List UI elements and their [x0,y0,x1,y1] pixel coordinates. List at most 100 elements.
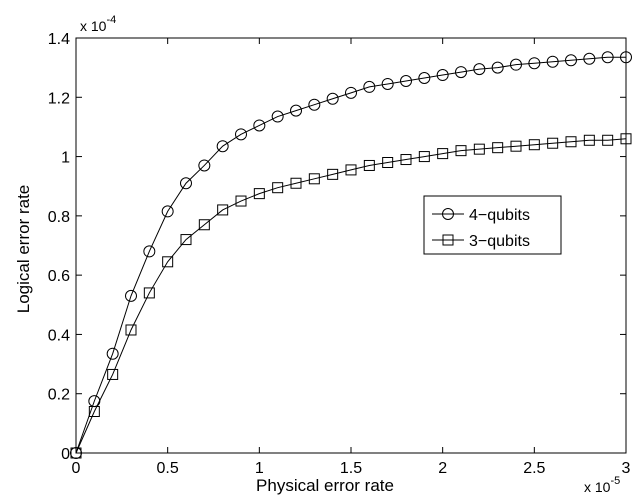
series-line [75,56,626,454]
data-point [510,58,522,71]
y-axis-exponent: x 10-4 [80,14,116,34]
data-point [290,104,302,117]
data-point [455,66,467,79]
data-point [216,140,229,153]
x-axis-exponent-base: x 10 [584,479,611,495]
data-point [180,234,192,246]
data-point [345,164,357,176]
data-point [162,256,174,268]
x-axis-label: Physical error rate [256,476,394,495]
data-point [143,245,156,258]
data-point [583,134,595,146]
data-point [546,55,559,68]
y-tick-label: 0.2 [48,387,70,404]
data-point [437,148,449,160]
data-point [363,159,375,171]
data-point [381,77,394,90]
data-point [107,368,119,380]
x-tick-label: 3 [622,460,631,477]
series-2 [70,133,632,459]
data-point [253,188,265,200]
legend: 4−qubits 3−qubits [423,195,562,255]
y-axis-label: Logical error rate [14,185,33,314]
data-point [473,143,485,155]
data-point [565,54,577,67]
data-point [180,177,192,190]
data-point [217,204,229,216]
data-point [70,447,82,459]
legend-label: 3−qubits [469,233,530,250]
x-axis-ticks: 0 0.5 1 1.5 2 2.5 3 [72,38,631,477]
legend-label: 4−qubits [469,207,530,224]
data-point [125,324,137,336]
data-point [161,205,174,218]
series-1 [70,51,632,459]
data-point [106,347,119,360]
x-tick-label: 1 [255,460,264,477]
data-point [510,140,522,152]
series-line [75,138,627,454]
data-point [326,92,339,105]
data-point [235,128,247,141]
y-tick-label: 1.4 [48,31,70,48]
data-point [198,159,211,172]
x-axis-exponent: x 10-5 [584,475,620,495]
data-point [620,133,632,145]
data-point [400,154,412,166]
data-point [271,110,284,123]
data-point [547,137,559,149]
data-point [418,72,431,85]
data-point [473,63,486,76]
legend-box [423,195,562,255]
x-tick-label: 0.5 [157,460,179,477]
data-point [583,52,596,65]
data-point [620,51,632,64]
x-tick-label: 1.5 [340,460,362,477]
data-point [528,139,540,151]
data-point [492,142,504,154]
y-axis-exponent-base: x 10 [80,18,107,34]
legend-marker [442,234,454,246]
data-point [308,98,321,111]
y-tick-label: 0.4 [48,327,70,344]
x-tick-label: 0 [72,460,81,477]
data-point [125,289,137,302]
legend-entry: 4−qubits [432,207,530,224]
y-tick-label: 0 [61,446,70,463]
x-tick-label: 2.5 [523,460,545,477]
data-point [491,61,504,74]
data-point [272,182,284,194]
data-point [235,195,247,207]
x-axis-exponent-power: -5 [610,475,620,487]
y-tick-label: 1.2 [48,90,70,107]
data-point [198,219,210,231]
data-point [436,69,449,82]
data-point [418,151,430,163]
data-point [88,406,100,417]
data-point [363,80,376,93]
data-point [400,74,412,87]
y-tick-label: 0.8 [48,209,70,226]
data-point [290,177,302,189]
data-point [382,157,394,168]
data-point [345,86,357,99]
data-point [253,119,266,132]
x-tick-label: 2 [438,460,447,477]
data-point [602,134,614,146]
data-point [601,51,614,64]
data-point [528,57,541,70]
series-layer [70,51,632,459]
data-point [327,168,339,180]
legend-marker [442,208,454,220]
data-point [308,173,320,185]
data-point [455,145,467,157]
data-point [143,287,155,299]
y-tick-label: 0.6 [48,268,70,285]
y-axis-exponent-power: -4 [106,14,116,26]
y-tick-label: 1 [61,150,70,167]
data-point [565,136,577,148]
legend-entry: 3−qubits [432,233,530,250]
y-axis-ticks: 0 0.2 0.4 0.6 0.8 1 1.2 1.4 [48,31,626,463]
